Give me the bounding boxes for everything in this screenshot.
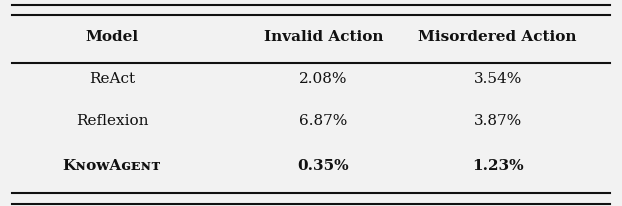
Text: Invalid Action: Invalid Action xyxy=(264,30,383,44)
Text: Misordered Action: Misordered Action xyxy=(419,30,577,44)
Text: Model: Model xyxy=(85,30,139,44)
Text: 3.87%: 3.87% xyxy=(473,114,522,128)
Text: ReAct: ReAct xyxy=(89,72,135,86)
Text: Reflexion: Reflexion xyxy=(76,114,148,128)
Text: 2.08%: 2.08% xyxy=(299,72,348,86)
Text: KɴᴏᴡAɢᴇɴᴛ: KɴᴏᴡAɢᴇɴᴛ xyxy=(63,159,161,173)
Text: 3.54%: 3.54% xyxy=(473,72,522,86)
Text: 6.87%: 6.87% xyxy=(299,114,348,128)
Text: 1.23%: 1.23% xyxy=(472,159,523,173)
Text: 0.35%: 0.35% xyxy=(298,159,349,173)
